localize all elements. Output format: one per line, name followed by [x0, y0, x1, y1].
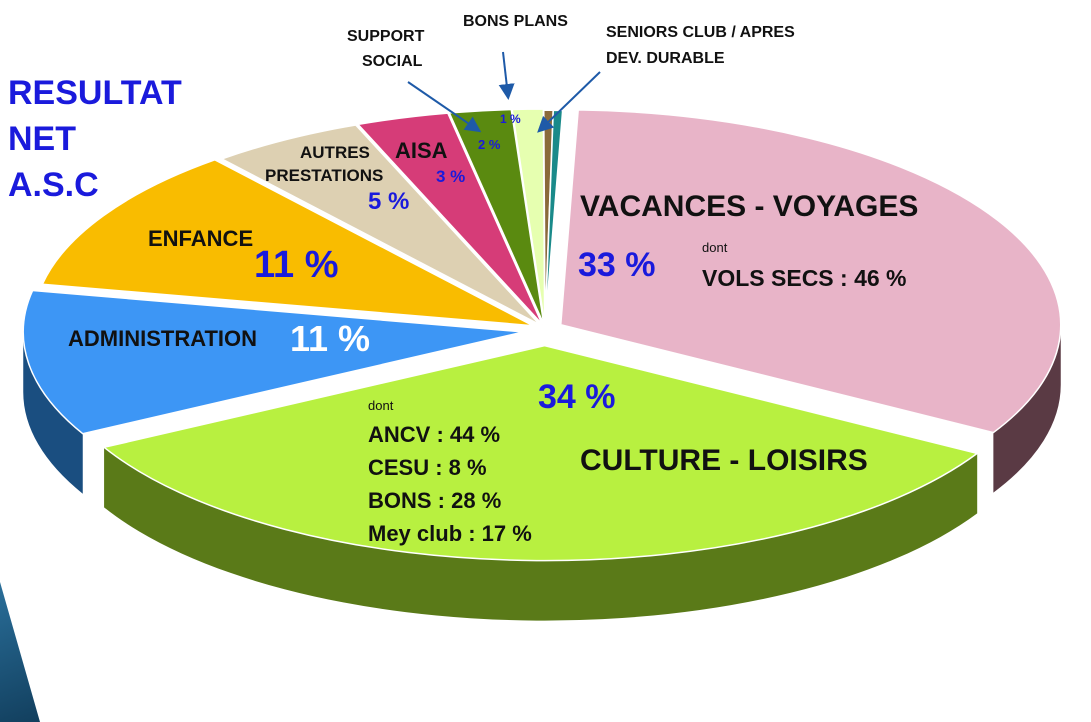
- slice-vacances-voyages: [559, 109, 1062, 434]
- slice-aisa: [356, 112, 543, 325]
- pct-autres: 5 %: [368, 188, 410, 215]
- pct-aisa: 3 %: [436, 167, 466, 186]
- label-autres-1: AUTRES: [300, 143, 370, 162]
- culture-item-bons: BONS : 28 %: [368, 488, 502, 513]
- pct-support: 2 %: [478, 137, 501, 152]
- label-aisa: AISA: [395, 138, 448, 163]
- title-line-1: RESULTAT: [8, 74, 182, 112]
- slice-bons-plans: [511, 108, 546, 325]
- pct-bons-plans: 1 %: [500, 112, 521, 126]
- slice-side-culture-loisirs: [104, 447, 978, 621]
- pct-culture: 34 %: [538, 378, 616, 416]
- culture-item-mey-club: Mey club : 17 %: [368, 521, 532, 546]
- pct-vacances: 33 %: [578, 246, 656, 284]
- culture-dont: dont: [368, 398, 394, 413]
- pct-administration: 11 %: [290, 318, 371, 359]
- label-enfance: ENFANCE: [148, 226, 254, 251]
- slice-administration: [22, 289, 524, 435]
- label-administration: ADMINISTRATION: [68, 326, 258, 351]
- pie-sides: [23, 324, 1061, 621]
- slice-enfance: [41, 159, 534, 327]
- slice-support-social: [448, 108, 545, 325]
- slice-culture-loisirs: [102, 344, 979, 562]
- slice-side-vacances-voyages: [993, 324, 1061, 493]
- arrow-bons-plans: [498, 51, 515, 100]
- slice-autres-prestations: [219, 124, 541, 326]
- pct-enfance: 11 %: [254, 244, 339, 286]
- culture-item-ancv: ANCV : 44 %: [368, 422, 501, 447]
- label-vols-secs: VOLS SECS : 46 %: [702, 265, 907, 291]
- label-bons-plans: BONS PLANS: [463, 13, 568, 30]
- arrow-seniors: [537, 71, 601, 133]
- label-support-2: SOCIAL: [362, 53, 423, 70]
- culture-item-cesu: CESU : 8 %: [368, 455, 487, 480]
- label-culture: CULTURE - LOISIRS: [580, 444, 868, 477]
- pie-tops: [22, 108, 1062, 562]
- label-seniors: SENIORS CLUB / APRES: [606, 24, 795, 41]
- label-vacances: VACANCES - VOYAGES: [580, 190, 919, 223]
- slice-side-administration: [23, 331, 83, 494]
- chart-title: RESULTAT NET A.S.C: [8, 70, 182, 208]
- arrow-support-social: [407, 81, 482, 133]
- slice-dev-durable: [544, 109, 564, 326]
- label-dev-durable: DEV. DURABLE: [606, 50, 725, 67]
- label-autres-2: PRESTATIONS: [265, 166, 384, 185]
- vacances-dont: dont: [702, 240, 728, 255]
- title-line-3: A.S.C: [8, 166, 99, 204]
- label-support-1: SUPPORT: [347, 28, 425, 45]
- title-line-2: NET: [8, 120, 76, 158]
